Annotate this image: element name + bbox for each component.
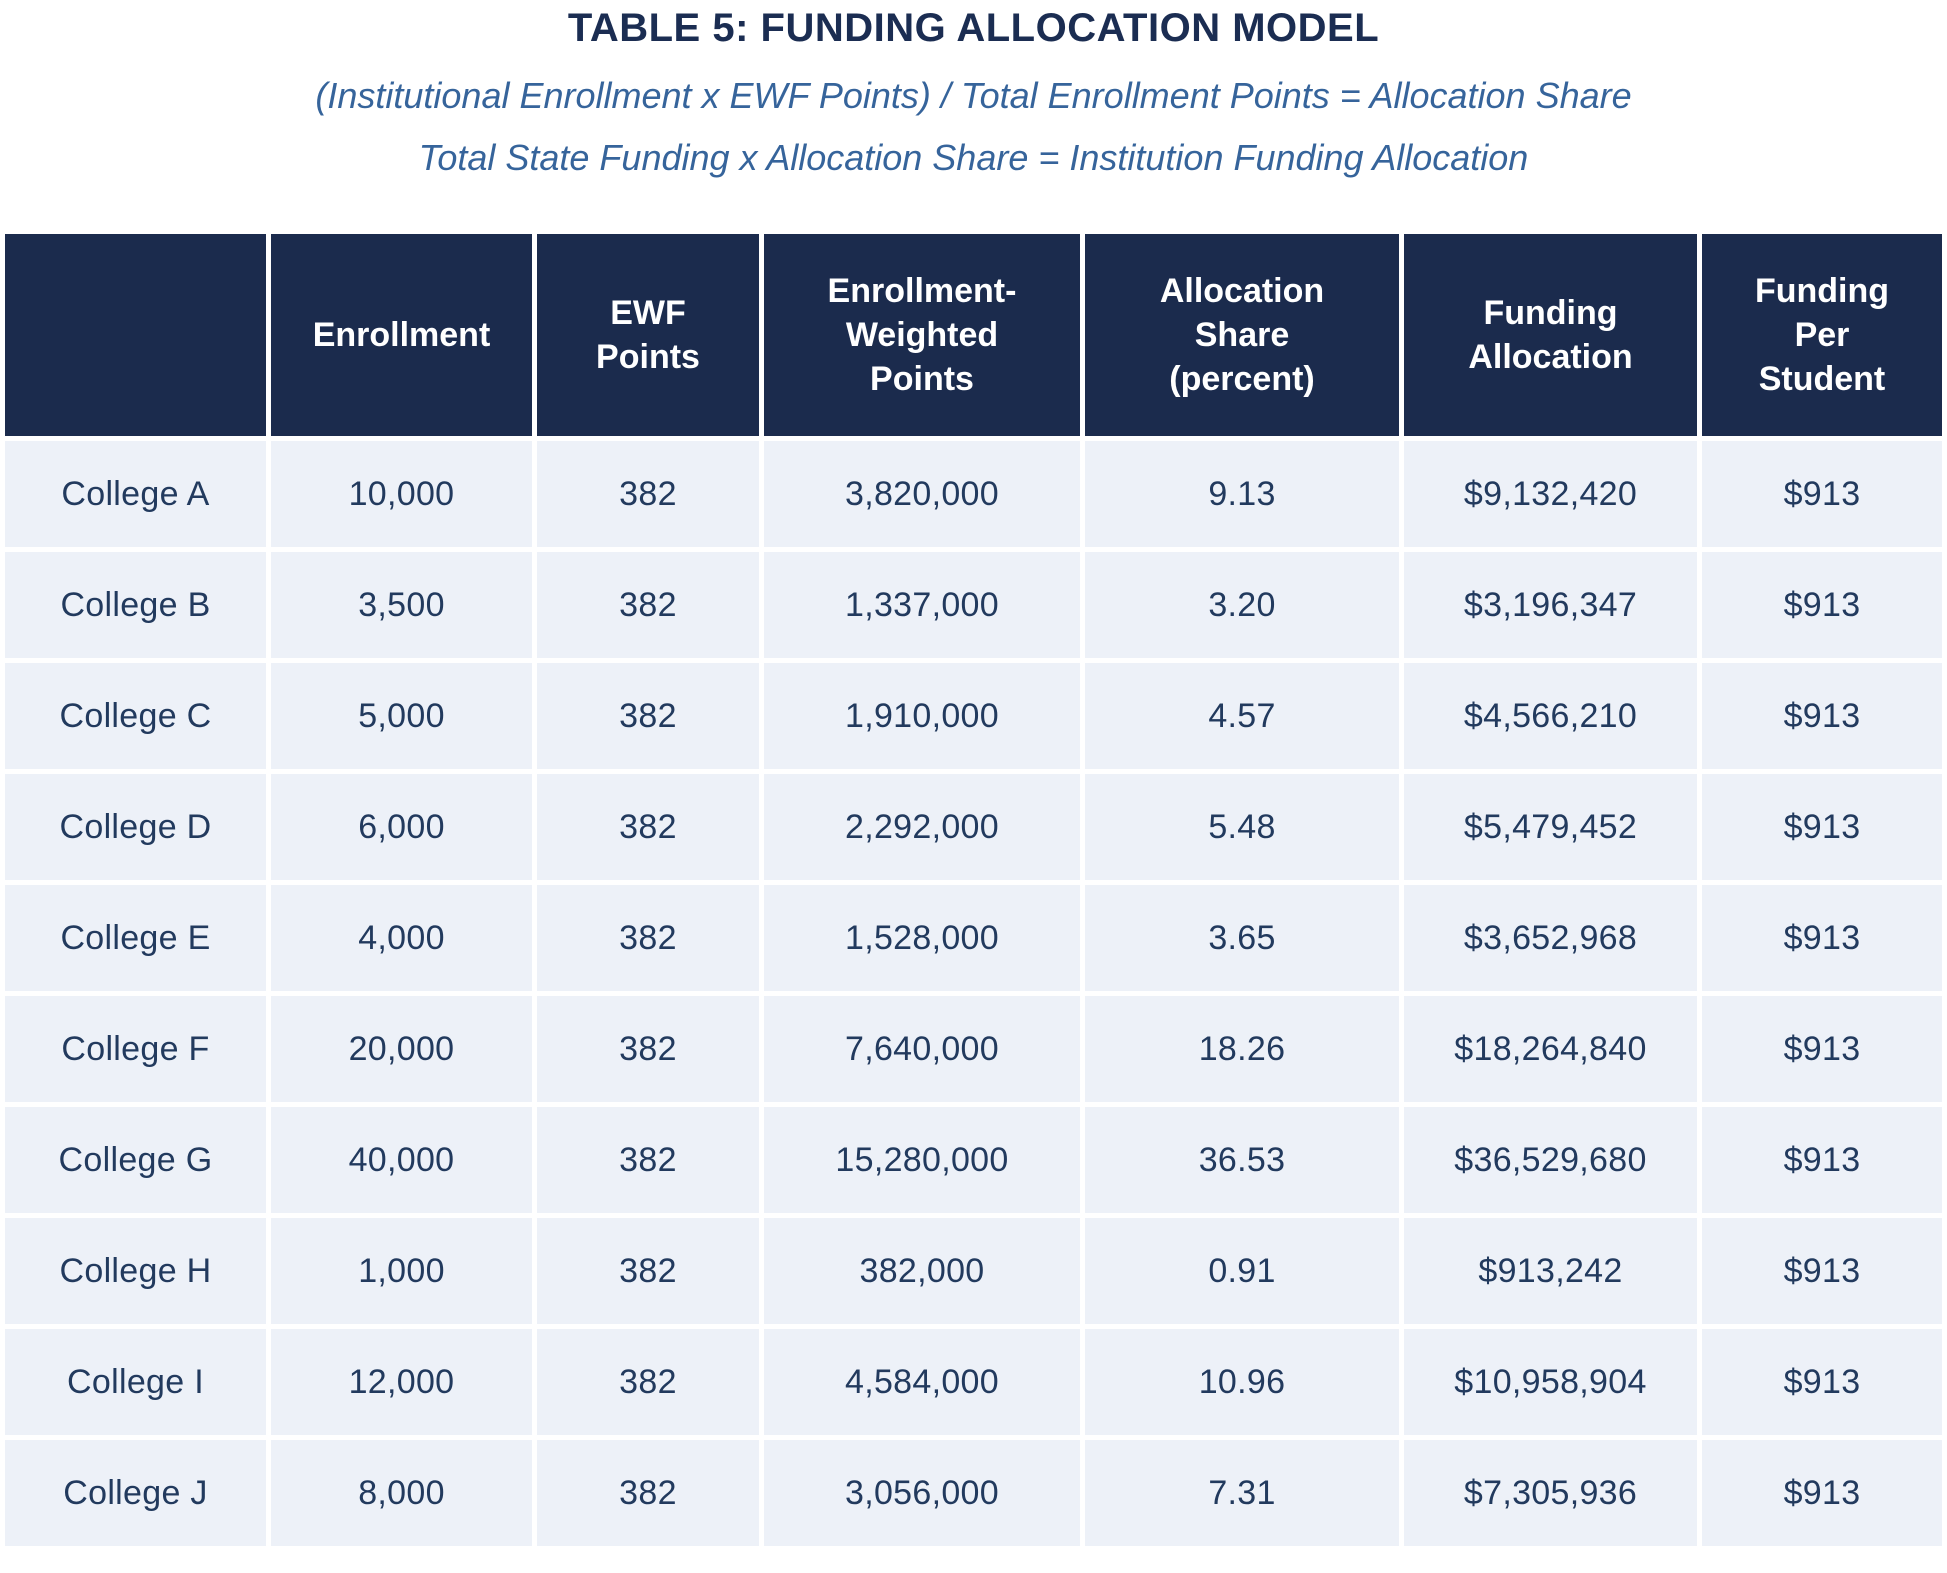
table-row: College A 10,000 382 3,820,000 9.13 $9,132,42…	[5, 441, 1942, 547]
funding-allocation-cell: $3,652,968	[1404, 885, 1697, 991]
funding-per-student-cell: $913	[1702, 996, 1942, 1102]
enrollment-cell: 40,000	[271, 1107, 532, 1213]
allocation-share-cell: 4.57	[1085, 663, 1399, 769]
col-header-funding-allocation: Funding Allocation	[1404, 234, 1697, 436]
ewf-points-cell: 382	[537, 1440, 759, 1546]
college-name-cell: College J	[5, 1440, 266, 1546]
formula-line-1: (Institutional Enrollment x EWF Points) …	[315, 75, 1632, 116]
ewf-points-cell: 382	[537, 1218, 759, 1324]
table-body: College A 10,000 382 3,820,000 9.13 $9,132,42…	[5, 441, 1942, 1546]
funding-per-student-cell: $913	[1702, 552, 1942, 658]
table-row: College H 1,000 382 382,000 0.91 $913,242 $913	[5, 1218, 1942, 1324]
enrollment-weighted-points-cell: 4,584,000	[764, 1329, 1080, 1435]
funding-allocation-cell: $4,566,210	[1404, 663, 1697, 769]
enrollment-weighted-points-cell: 2,292,000	[764, 774, 1080, 880]
college-name-cell: College D	[5, 774, 266, 880]
col-header-funding-per-student: Funding Per Student	[1702, 234, 1942, 436]
college-name-cell: College F	[5, 996, 266, 1102]
funding-per-student-cell: $913	[1702, 1440, 1942, 1546]
funding-allocation-cell: $9,132,420	[1404, 441, 1697, 547]
funding-allocation-cell: $5,479,452	[1404, 774, 1697, 880]
enrollment-cell: 1,000	[271, 1218, 532, 1324]
table-row: College G 40,000 382 15,280,000 36.53 $36,529…	[5, 1107, 1942, 1213]
table-row: College E 4,000 382 1,528,000 3.65 $3,652,968…	[5, 885, 1942, 991]
enrollment-weighted-points-cell: 3,820,000	[764, 441, 1080, 547]
ewf-points-cell: 382	[537, 441, 759, 547]
enrollment-cell: 4,000	[271, 885, 532, 991]
allocation-share-cell: 18.26	[1085, 996, 1399, 1102]
enrollment-cell: 12,000	[271, 1329, 532, 1435]
allocation-share-cell: 7.31	[1085, 1440, 1399, 1546]
funding-allocation-cell: $913,242	[1404, 1218, 1697, 1324]
header-row: Enrollment EWF Points Enrollment- Weight…	[5, 234, 1942, 436]
table-row: College J 8,000 382 3,056,000 7.31 $7,305,936…	[5, 1440, 1942, 1546]
allocation-share-cell: 0.91	[1085, 1218, 1399, 1324]
college-name-cell: College A	[5, 441, 266, 547]
funding-per-student-cell: $913	[1702, 885, 1942, 991]
ewf-points-cell: 382	[537, 1107, 759, 1213]
funding-per-student-cell: $913	[1702, 1107, 1942, 1213]
enrollment-weighted-points-cell: 1,910,000	[764, 663, 1080, 769]
enrollment-weighted-points-cell: 7,640,000	[764, 996, 1080, 1102]
funding-per-student-cell: $913	[1702, 663, 1942, 769]
enrollment-cell: 8,000	[271, 1440, 532, 1546]
funding-allocation-cell: $7,305,936	[1404, 1440, 1697, 1546]
enrollment-cell: 5,000	[271, 663, 532, 769]
table-row: College B 3,500 382 1,337,000 3.20 $3,196,347…	[5, 552, 1942, 658]
enrollment-weighted-points-cell: 1,528,000	[764, 885, 1080, 991]
allocation-share-cell: 5.48	[1085, 774, 1399, 880]
funding-allocation-cell: $3,196,347	[1404, 552, 1697, 658]
ewf-points-cell: 382	[537, 885, 759, 991]
ewf-points-cell: 382	[537, 552, 759, 658]
table-row: College I 12,000 382 4,584,000 10.96 $10,958,…	[5, 1329, 1942, 1435]
allocation-share-cell: 36.53	[1085, 1107, 1399, 1213]
enrollment-weighted-points-cell: 15,280,000	[764, 1107, 1080, 1213]
funding-per-student-cell: $913	[1702, 774, 1942, 880]
corner-header-cell	[5, 234, 266, 436]
allocation-share-cell: 3.65	[1085, 885, 1399, 991]
formula-line-2: Total State Funding x Allocation Share =…	[418, 137, 1529, 178]
enrollment-weighted-points-cell: 1,337,000	[764, 552, 1080, 658]
table-row: College D 6,000 382 2,292,000 5.48 $5,479,452…	[5, 774, 1942, 880]
col-header-enrollment: Enrollment	[271, 234, 532, 436]
col-header-ewf-points: EWF Points	[537, 234, 759, 436]
enrollment-cell: 20,000	[271, 996, 532, 1102]
college-name-cell: College I	[5, 1329, 266, 1435]
allocation-share-cell: 9.13	[1085, 441, 1399, 547]
table-header: Enrollment EWF Points Enrollment- Weight…	[5, 234, 1942, 436]
page-title: TABLE 5: FUNDING ALLOCATION MODEL	[567, 6, 1380, 50]
ewf-points-cell: 382	[537, 1329, 759, 1435]
col-header-enrollment-weighted-points: Enrollment- Weighted Points	[764, 234, 1080, 436]
enrollment-weighted-points-cell: 3,056,000	[764, 1440, 1080, 1546]
ewf-points-cell: 382	[537, 774, 759, 880]
table-row: College C 5,000 382 1,910,000 4.57 $4,566,210…	[5, 663, 1942, 769]
table-row: College F 20,000 382 7,640,000 18.26 $18,264,…	[5, 996, 1942, 1102]
ewf-points-cell: 382	[537, 996, 759, 1102]
funding-per-student-cell: $913	[1702, 1329, 1942, 1435]
enrollment-cell: 10,000	[271, 441, 532, 547]
college-name-cell: College H	[5, 1218, 266, 1324]
funding-allocation-cell: $10,958,904	[1404, 1329, 1697, 1435]
funding-allocation-table: Enrollment EWF Points Enrollment- Weight…	[0, 229, 1947, 1551]
enrollment-cell: 6,000	[271, 774, 532, 880]
college-name-cell: College E	[5, 885, 266, 991]
funding-allocation-cell: $18,264,840	[1404, 996, 1697, 1102]
funding-allocation-cell: $36,529,680	[1404, 1107, 1697, 1213]
college-name-cell: College B	[5, 552, 266, 658]
funding-per-student-cell: $913	[1702, 1218, 1942, 1324]
col-header-allocation-share: Allocation Share (percent)	[1085, 234, 1399, 436]
funding-per-student-cell: $913	[1702, 441, 1942, 547]
formula-block: (Institutional Enrollment x EWF Points) …	[0, 65, 1947, 189]
enrollment-weighted-points-cell: 382,000	[764, 1218, 1080, 1324]
allocation-share-cell: 10.96	[1085, 1329, 1399, 1435]
college-name-cell: College C	[5, 663, 266, 769]
college-name-cell: College G	[5, 1107, 266, 1213]
allocation-share-cell: 3.20	[1085, 552, 1399, 658]
enrollment-cell: 3,500	[271, 552, 532, 658]
ewf-points-cell: 382	[537, 663, 759, 769]
